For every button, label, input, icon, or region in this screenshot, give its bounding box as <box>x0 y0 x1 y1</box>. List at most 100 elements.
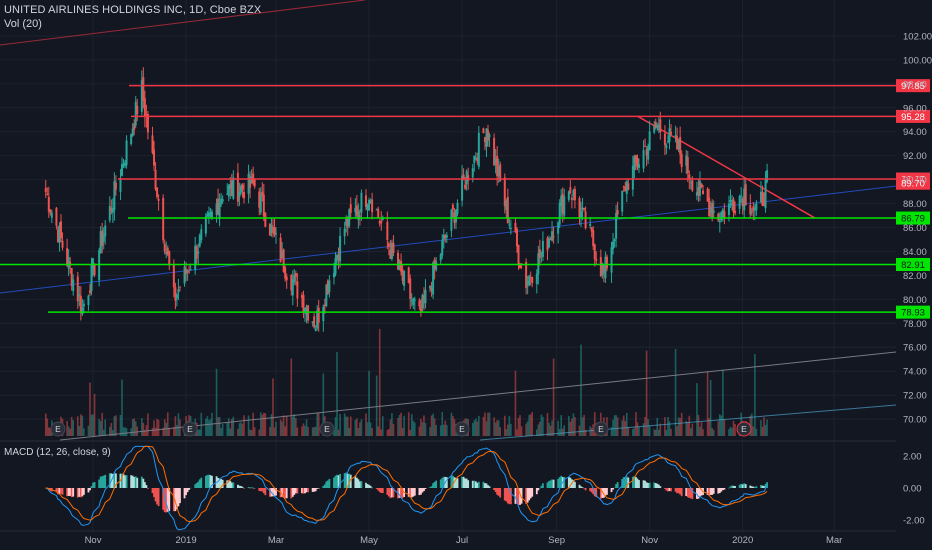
time-tick-label: Mar <box>268 535 284 546</box>
earnings-marker-label: E <box>741 424 747 434</box>
macd-histogram-bar <box>348 473 351 488</box>
candle-body <box>755 203 758 211</box>
earnings-marker[interactable]: E <box>736 421 752 437</box>
candle-body <box>487 130 489 141</box>
macd-histogram-bar <box>569 477 572 488</box>
macd-histogram-bar <box>542 483 544 488</box>
volume-bar <box>356 418 358 436</box>
price-axis[interactable]: 102.00 100.00 98.00 96.00 94.00 92.00 90.00 88.… <box>903 31 932 425</box>
candle-body <box>439 254 442 261</box>
macd-histogram-bar <box>314 488 317 492</box>
level-label-bg <box>896 176 930 190</box>
earnings-marker[interactable]: E <box>593 421 609 437</box>
macd-histogram-bar <box>389 488 392 499</box>
macd-histogram-bar <box>247 487 250 488</box>
macd-axis[interactable]: 2.00 0.00 -2.00 <box>903 452 925 527</box>
candle-body <box>186 270 189 272</box>
macd-histogram-bar <box>79 488 82 498</box>
macd-histogram-bar <box>282 488 285 498</box>
macd-histogram-bar <box>624 476 627 488</box>
earnings-marker[interactable]: E <box>182 421 198 437</box>
macd-histogram-bar <box>525 488 528 504</box>
earnings-marker[interactable]: E <box>454 421 470 437</box>
earnings-marker[interactable]: E <box>319 421 335 437</box>
volume-bar <box>231 419 233 436</box>
earnings-marker-circle[interactable] <box>454 421 470 437</box>
time-tick-label: Sep <box>548 535 565 546</box>
macd-histogram-bar <box>494 488 497 492</box>
macd-histogram-bar <box>738 484 741 488</box>
volume-bar <box>93 393 96 436</box>
macd-histogram-bar <box>424 488 427 489</box>
signal-line <box>45 445 768 522</box>
volume-bar <box>723 419 726 436</box>
earnings-marker-circle[interactable] <box>319 421 335 437</box>
candle-body <box>253 179 256 187</box>
macd-histogram-bar <box>375 488 378 489</box>
volume-bar <box>752 426 755 436</box>
earnings-marker-circle[interactable] <box>736 421 752 437</box>
volume-bar <box>371 427 373 436</box>
volume-bar <box>536 429 538 436</box>
macd-histogram-bar <box>232 482 235 488</box>
volume-bar <box>624 420 627 436</box>
candle-body <box>749 205 752 215</box>
candle-body <box>198 235 201 247</box>
volume-trendline-blue[interactable] <box>479 404 897 441</box>
volume-bar <box>198 429 201 436</box>
macd-histogram-bar <box>537 488 540 491</box>
macd-histogram-bar <box>328 478 331 488</box>
candle-body <box>143 98 146 117</box>
macd-histogram-bar <box>368 484 370 488</box>
volume-trendline-gray[interactable] <box>59 351 897 441</box>
macd-histogram-bar <box>590 488 593 493</box>
earnings-marker-circle[interactable] <box>50 421 66 437</box>
macd-histogram-bar <box>69 488 72 496</box>
trend-lines[interactable] <box>0 0 897 441</box>
macd-histogram-bar <box>322 485 325 488</box>
time-axis[interactable]: Nov 2019 Mar May Jul Sep Nov 2020 Mar <box>0 530 896 546</box>
level-label-bg <box>896 109 930 123</box>
candle-body <box>293 274 296 283</box>
candle-body <box>686 157 689 174</box>
candle-body <box>665 145 668 148</box>
macd-histogram-bar <box>93 481 96 488</box>
resistance-trendline-top[interactable] <box>0 0 366 46</box>
volume-bar <box>729 426 732 436</box>
candle-body <box>102 234 105 242</box>
macd-histogram-bar <box>583 488 585 489</box>
candle-body <box>451 204 454 210</box>
volume-bar <box>403 415 405 436</box>
volume-bar <box>616 417 619 436</box>
macd-histogram-bar <box>339 473 341 488</box>
candle-body <box>727 203 730 215</box>
candle-body <box>317 307 320 323</box>
descending-trendline[interactable] <box>637 115 816 219</box>
candle-body <box>744 184 747 206</box>
candle-body <box>497 166 500 176</box>
volume-bar <box>549 425 552 436</box>
level-label: 86.79 <box>901 214 925 225</box>
earnings-marker-circle[interactable] <box>593 421 609 437</box>
macd-histogram-bar <box>708 488 711 496</box>
earnings-marker-circle[interactable] <box>182 421 198 437</box>
candle-body <box>590 227 593 232</box>
macd-histogram-bar <box>635 477 637 488</box>
candle-body <box>339 235 342 262</box>
macd-histogram-bar <box>111 473 114 488</box>
macd-histogram-bar <box>400 488 402 498</box>
candle-body <box>366 205 369 210</box>
volume-bar <box>433 418 436 436</box>
candle-body <box>515 228 518 247</box>
macd-histogram-bar <box>249 487 251 489</box>
earnings-marker[interactable]: E <box>50 421 66 437</box>
candle-body <box>503 177 506 207</box>
volume-bar <box>243 415 245 436</box>
candle-body <box>418 300 421 307</box>
candle-body <box>546 237 549 251</box>
candle-body <box>398 262 401 271</box>
candle-body <box>605 256 608 269</box>
